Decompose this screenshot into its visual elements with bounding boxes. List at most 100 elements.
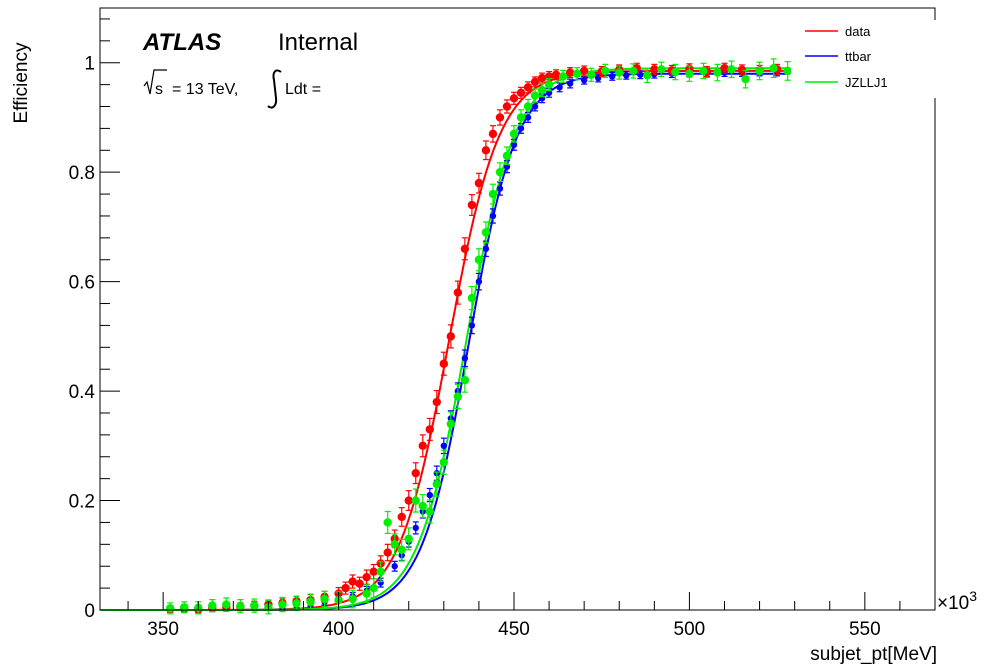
point-data-29 [453, 280, 463, 305]
y-tick-label: 1 [84, 54, 95, 75]
point-data-23 [411, 462, 420, 485]
point-data-25 [425, 417, 434, 441]
point-jzllj1-18 [390, 533, 399, 556]
point-jzllj1-53 [727, 60, 736, 79]
point-data-40 [530, 76, 540, 88]
luminosity-label: Ldt = [285, 81, 321, 98]
point-jzllj1-3 [208, 599, 217, 613]
point-jzllj1-42 [572, 67, 582, 81]
legend-label-data: data [845, 24, 871, 39]
legend-label-ttbar: ttbar [845, 49, 872, 64]
marker-ttbar [556, 84, 563, 91]
integral-symbol [267, 69, 282, 109]
point-jzllj1-24 [432, 471, 442, 497]
marker-jzllj1 [453, 392, 463, 401]
point-data-13 [341, 581, 350, 595]
marker-ttbar [496, 185, 504, 192]
point-jzllj1-44 [601, 63, 610, 79]
marker-data [565, 68, 575, 77]
marker-data [579, 66, 589, 76]
point-ttbar-19 [412, 521, 419, 535]
marker-jzllj1 [460, 375, 470, 385]
point-jzllj1-48 [657, 61, 666, 78]
marker-jzllj1 [629, 66, 638, 76]
point-jzllj1-29 [467, 285, 477, 311]
point-data-30 [460, 237, 470, 261]
legend-label-jzllj1: JZLLJ1 [845, 75, 888, 90]
point-data-45 [579, 65, 589, 77]
point-data-36 [502, 99, 512, 114]
plot-frame [99, 7, 936, 611]
marker-jzllj1 [250, 601, 259, 610]
marker-jzllj1 [222, 600, 231, 609]
point-jzllj1-13 [348, 589, 357, 609]
marker-data [369, 567, 378, 576]
marker-jzllj1 [516, 113, 526, 122]
point-jzllj1-23 [425, 499, 434, 524]
point-jzllj1-50 [685, 65, 694, 82]
point-jzllj1-17 [383, 510, 392, 534]
marker-data [523, 83, 533, 92]
y-tick-label: 0.4 [69, 382, 96, 403]
marker-jzllj1 [558, 72, 568, 81]
marker-data [397, 512, 406, 522]
marker-data [460, 244, 470, 253]
point-jzllj1-57 [783, 61, 792, 81]
marker-data [348, 577, 357, 586]
marker-jzllj1 [446, 419, 456, 429]
marker-jzllj1 [615, 68, 624, 77]
marker-jzllj1 [502, 151, 512, 160]
marker-ttbar [531, 103, 539, 110]
marker-data [446, 332, 456, 341]
marker-ttbar [475, 278, 483, 285]
point-data-19 [383, 543, 392, 562]
point-data-32 [474, 172, 484, 194]
marker-data [425, 425, 434, 434]
point-ttbar-27 [468, 316, 476, 335]
marker-data [467, 200, 477, 210]
point-jzllj1-37 [523, 98, 533, 115]
point-jzllj1-22 [418, 493, 427, 519]
point-jzllj1-39 [537, 82, 547, 98]
x-multiplier-base: ×10 [937, 593, 969, 614]
data-points [165, 58, 799, 615]
y-tick-label: 0.2 [69, 492, 95, 513]
point-jzllj1-40 [544, 77, 554, 92]
legend-box [791, 20, 937, 98]
point-jzllj1-45 [615, 65, 624, 80]
marker-jzllj1 [439, 458, 449, 467]
point-data-15 [355, 576, 364, 591]
point-jzllj1-26 [446, 411, 456, 437]
marker-jzllj1 [467, 293, 477, 303]
point-ttbar-34 [517, 122, 525, 134]
marker-jzllj1 [727, 65, 736, 74]
point-data-28 [446, 324, 456, 349]
marker-jzllj1 [390, 540, 399, 549]
marker-data [502, 102, 512, 111]
marker-jzllj1 [208, 601, 217, 610]
marker-jzllj1 [509, 129, 519, 139]
point-ttbar-44 [623, 70, 630, 80]
marker-ttbar [468, 322, 476, 329]
marker-ttbar [566, 80, 574, 87]
point-jzllj1-51 [699, 62, 708, 80]
marker-data [481, 146, 491, 155]
point-data-33 [481, 140, 491, 161]
marker-data [720, 63, 729, 73]
point-jzllj1-5 [236, 599, 245, 614]
point-jzllj1-10 [306, 593, 315, 611]
point-jzllj1-14 [362, 584, 371, 603]
marker-jzllj1 [348, 594, 357, 604]
marker-data [650, 65, 659, 74]
marker-data [537, 73, 547, 83]
y-axis-title: Efficiency [11, 42, 32, 123]
marker-jzllj1 [411, 496, 420, 505]
marker-jzllj1 [180, 603, 189, 612]
marker-jzllj1 [404, 534, 413, 544]
point-data-43 [551, 69, 561, 81]
marker-ttbar [517, 125, 525, 132]
y-tick-label: 0.8 [69, 163, 95, 184]
point-jzllj1-35 [509, 125, 519, 143]
marker-data [495, 113, 505, 122]
